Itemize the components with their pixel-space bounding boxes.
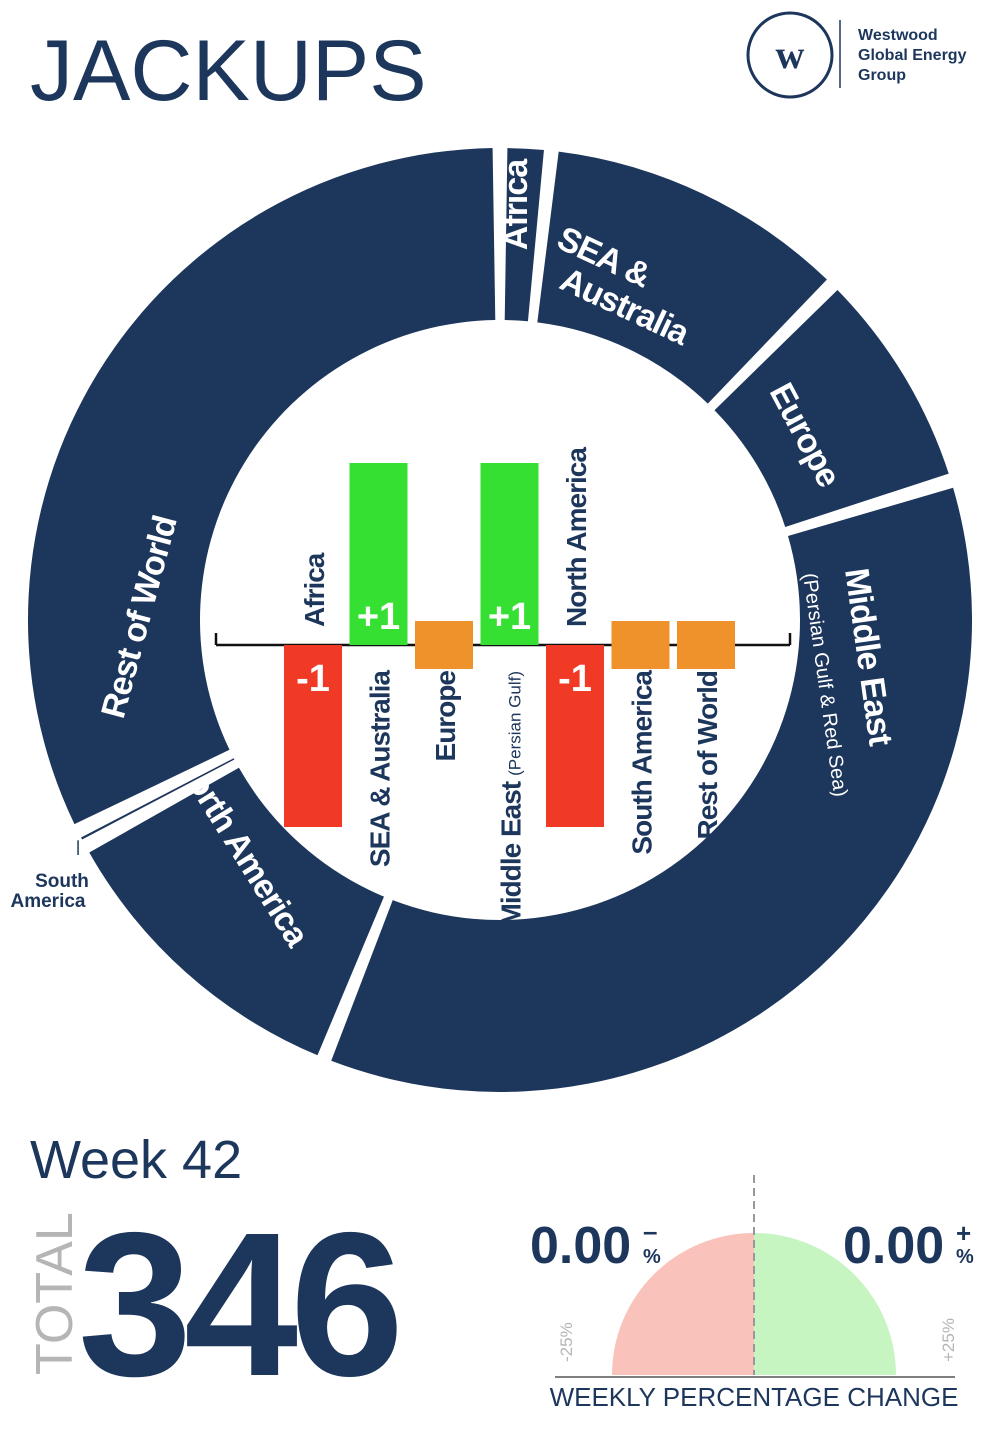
- category-label: Europe: [430, 671, 461, 762]
- bar: [415, 621, 473, 669]
- category-note: (Persian Gulf): [506, 671, 525, 776]
- gauge-tick-label: +25%: [939, 1318, 958, 1362]
- donut-segment: [331, 487, 972, 1092]
- week-label: Week 42: [30, 1130, 242, 1190]
- callout-line-text: America: [11, 891, 86, 912]
- callout-label: South America: [11, 871, 89, 912]
- callout-line-text: South: [35, 871, 89, 892]
- category-name: Rest of World: [692, 671, 723, 839]
- donut-segment: [537, 151, 827, 404]
- increase-sign: +: [956, 1218, 971, 1248]
- gauge-title: WEEKLY PERCENTAGE CHANGE: [550, 1382, 959, 1412]
- donut-segment: [504, 148, 544, 322]
- increase-unit: %: [956, 1246, 974, 1268]
- bar: [284, 645, 342, 827]
- increase-value: 0.00: [843, 1217, 944, 1275]
- category-name: Europe: [430, 671, 461, 762]
- value-label: +1: [357, 596, 400, 638]
- decrease-sign: –: [643, 1216, 657, 1246]
- logo-text: Westwood: [858, 27, 938, 44]
- decrease-unit: %: [643, 1246, 661, 1268]
- logo-initial: w: [776, 32, 805, 77]
- total-value: 346: [78, 1190, 397, 1419]
- bar: [546, 645, 604, 827]
- category-name: South America: [627, 670, 658, 855]
- total-label: TOTAL: [26, 1212, 84, 1375]
- category-label: North America: [561, 447, 592, 627]
- category-label: Middle East (Persian Gulf): [496, 671, 527, 926]
- value-label: +1: [488, 596, 531, 638]
- logo-text: Group: [858, 67, 906, 84]
- segment-label: Africa: [497, 158, 535, 250]
- title: JACKUPS: [30, 23, 427, 119]
- logo-circle: [746, 11, 834, 99]
- category-label: Rest of World: [692, 671, 723, 839]
- category-name: Middle East: [496, 781, 527, 926]
- gauge-increase: [754, 1233, 896, 1375]
- bar: [349, 463, 408, 645]
- gauge-tick-label: -25%: [557, 1322, 576, 1362]
- category-name: SEA & Australia: [365, 670, 396, 868]
- donut-segment: [714, 289, 949, 527]
- donut-segment: [28, 148, 496, 825]
- donut-segment: [89, 767, 384, 1056]
- value-label: -1: [296, 658, 330, 700]
- category-label: South America: [627, 670, 658, 855]
- category-label: Africa: [299, 552, 330, 627]
- category-label: SEA & Australia: [365, 670, 396, 868]
- bar-chart: -1 Africa +1 SEA & Australia Europe +1 Middle …: [214, 447, 792, 926]
- category-name: Africa: [299, 552, 330, 627]
- bar: [611, 621, 670, 669]
- value-label: -1: [558, 658, 592, 700]
- bar: [677, 621, 735, 669]
- decrease-value: 0.00: [530, 1217, 631, 1275]
- category-name: North America: [561, 447, 592, 627]
- donut-segment: [81, 758, 235, 840]
- logo-text: Global Energy: [858, 47, 967, 64]
- bar: [480, 463, 539, 645]
- gauge-decrease: [612, 1233, 754, 1375]
